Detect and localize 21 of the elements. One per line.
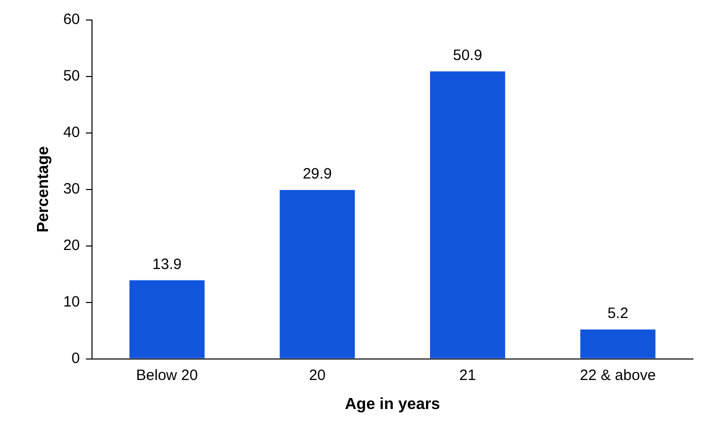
y-axis-title: Percentage: [35, 146, 52, 233]
y-tick-label: 20: [63, 237, 80, 254]
x-axis-title: Age in years: [344, 396, 440, 413]
y-tick-label: 0: [72, 350, 80, 367]
bar: [580, 329, 656, 358]
y-tick-label: 60: [63, 11, 80, 28]
bar: [430, 71, 506, 358]
x-tick-label: Below 20: [136, 366, 198, 384]
x-tick-label: 22 & above: [580, 366, 656, 384]
y-tick-label: 40: [63, 124, 80, 142]
x-tick-label: 21: [459, 366, 476, 384]
data-label: 13.9: [152, 256, 182, 273]
data-label: 50.9: [452, 47, 482, 64]
y-tick-label: 30: [63, 180, 80, 198]
data-label: 29.9: [302, 166, 332, 183]
y-tick-label: 10: [63, 293, 80, 310]
x-tick-label: 20: [308, 366, 326, 384]
bar: [129, 280, 205, 358]
data-label: 5.2: [607, 305, 628, 322]
bar: [280, 190, 355, 358]
y-tick-label: 50: [63, 68, 80, 85]
